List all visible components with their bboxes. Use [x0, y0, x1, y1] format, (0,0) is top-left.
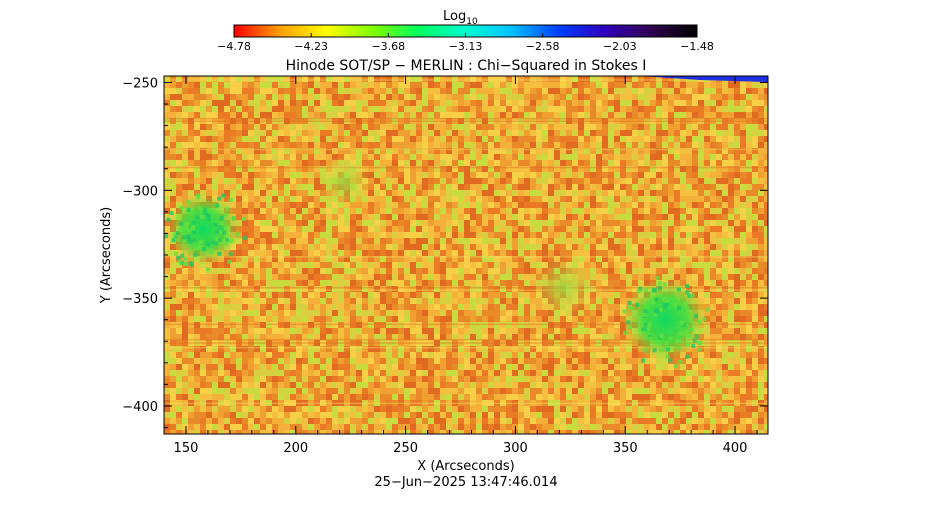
plage-region — [317, 155, 371, 208]
colorbar-tick-label: −2.58 — [526, 40, 560, 53]
colorbar-tick-label: −2.03 — [603, 40, 637, 53]
x-tick-label: 300 — [503, 441, 528, 456]
heatmap-image — [164, 76, 768, 434]
chart-title: Hinode SOT/SP − MERLIN : Chi−Squared in … — [286, 58, 647, 74]
colorbar-tick-label: −3.13 — [449, 40, 483, 53]
x-tick-label: 250 — [393, 441, 418, 456]
edge-artifact — [640, 76, 768, 82]
x-tick-label: 150 — [174, 441, 199, 456]
y-tick-label: −300 — [122, 184, 158, 199]
y-tick-label: −250 — [122, 76, 158, 91]
x-axis: 150 200 250 300 350 400 — [163, 76, 758, 456]
x-tick-label: 400 — [723, 441, 748, 456]
colorbar-tick-label: −3.68 — [371, 40, 405, 53]
colorbar-ticks: −4.78 −4.23 −3.68 −3.13 −2.58 −2.03 −1.48 — [217, 33, 714, 53]
y-axis: −250 −300 −350 −400 — [122, 76, 768, 429]
x-tick-label: 350 — [613, 441, 638, 456]
timestamp: 25−Jun−2025 13:47:46.014 — [374, 475, 557, 490]
colorbar-tick-label: −4.23 — [294, 40, 328, 53]
y-axis-label: Y (Arcseconds) — [99, 207, 114, 304]
y-tick-label: −350 — [122, 292, 158, 307]
x-tick-label: 200 — [283, 441, 308, 456]
colorbar-tick-label: −1.48 — [680, 40, 714, 53]
y-tick-label: −400 — [122, 400, 158, 415]
x-axis-label: X (Arcseconds) — [417, 459, 514, 474]
plage-region — [532, 256, 596, 319]
sunspot-region — [622, 278, 707, 362]
colorbar-title: Log10 — [443, 9, 478, 27]
colorbar-tick-label: −4.78 — [217, 40, 251, 53]
sunspot-region — [166, 192, 241, 266]
